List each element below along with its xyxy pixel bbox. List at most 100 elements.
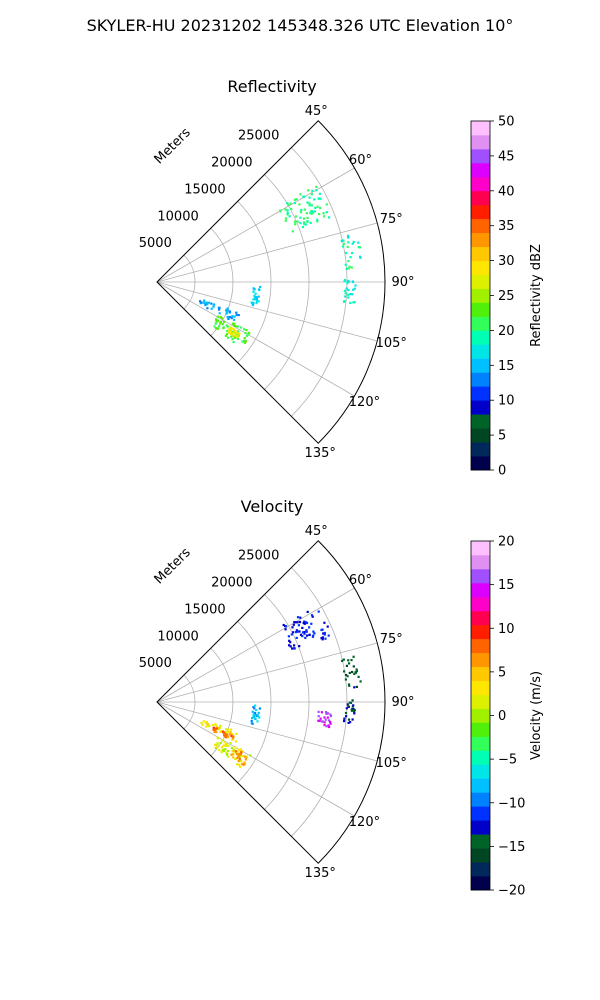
colorbar-segment <box>471 246 490 261</box>
echo-gate <box>247 333 250 336</box>
echo-gate <box>219 320 222 323</box>
echo-gate <box>225 312 228 315</box>
echo-gate <box>223 749 226 752</box>
echo-gate <box>221 739 224 742</box>
azimuth-tick-label: 60° <box>349 573 372 588</box>
echo-gate <box>318 719 321 722</box>
colorbar-tick-label: 10 <box>498 394 515 409</box>
echo-gate <box>233 318 236 321</box>
echo-gate <box>243 761 246 764</box>
azimuth-spoke <box>156 281 378 342</box>
echo-gate <box>359 255 362 258</box>
echo-gate <box>311 635 314 638</box>
echo-gate <box>311 189 314 192</box>
echo-gate <box>341 245 345 248</box>
colorbar-tick-label: 35 <box>498 219 515 234</box>
echo-gate <box>347 234 350 237</box>
echo-gate <box>238 332 241 335</box>
echo-gate <box>204 721 207 724</box>
colorbar-segment <box>471 456 490 471</box>
echo-gate <box>349 721 352 724</box>
echo-gate <box>347 260 350 263</box>
echo-gate <box>236 763 239 766</box>
echo-gate <box>229 728 233 731</box>
azimuth-tick-label: 105° <box>376 336 407 351</box>
echo-gate <box>287 635 290 638</box>
echo-gate <box>347 280 351 283</box>
echo-gate <box>345 664 348 667</box>
echo-gate <box>343 279 347 282</box>
echo-gate <box>227 317 230 320</box>
echo-gate <box>296 616 300 619</box>
range-tick-label: 5000 <box>139 236 172 251</box>
echo-gate <box>342 242 345 246</box>
echo-gate <box>323 721 326 724</box>
echo-gate <box>215 725 218 728</box>
echo-gate <box>243 763 246 766</box>
echo-gate <box>259 285 262 289</box>
echo-gate <box>352 655 355 658</box>
echo-gate <box>236 756 239 759</box>
echo-gate <box>309 221 312 224</box>
echo-gate <box>226 307 229 310</box>
echo-gate <box>344 251 348 254</box>
echo-gate <box>301 626 304 629</box>
echo-gate <box>223 320 226 323</box>
echo-gate <box>233 750 236 753</box>
echo-gate <box>318 213 321 216</box>
echo-gate <box>199 300 202 303</box>
echo-gate <box>319 206 322 210</box>
echo-gate <box>221 323 224 326</box>
echo-gate <box>282 623 285 627</box>
colorbar-segment <box>471 121 490 136</box>
echo-gate <box>227 731 230 734</box>
echo-gate <box>240 760 243 763</box>
echo-gate <box>219 724 222 727</box>
echo-gate <box>314 206 317 209</box>
echo-gate <box>323 633 326 636</box>
echo-gate <box>220 751 223 754</box>
echo-gate <box>214 322 217 325</box>
echo-gate <box>284 219 287 222</box>
colorbar-tick-label: 40 <box>498 184 515 199</box>
echo-gate <box>343 289 346 292</box>
echo-gate <box>292 623 295 626</box>
echo-gate <box>304 636 307 639</box>
azimuth-spoke <box>156 701 355 817</box>
echo-gate <box>348 684 351 687</box>
echo-gate <box>311 615 314 618</box>
echo-gate <box>346 245 349 248</box>
echo-gate <box>230 753 233 756</box>
colorbar-segment <box>471 442 490 457</box>
echo-gate <box>279 210 282 213</box>
echo-gate <box>290 207 293 210</box>
echo-gate <box>327 724 330 727</box>
echo-gate <box>214 746 217 750</box>
echo-gate <box>310 212 313 215</box>
echo-gate <box>237 756 241 759</box>
echo-gate <box>254 292 257 295</box>
echo-gate <box>316 218 319 221</box>
azimuth-tick-label: 75° <box>380 212 403 227</box>
azimuth-tick-label: 90° <box>391 275 414 290</box>
echo-gate <box>328 216 331 219</box>
echo-gate <box>229 742 232 745</box>
echo-gate <box>252 290 255 293</box>
colorbar-segment <box>471 820 490 835</box>
colorbar-segment <box>471 806 490 821</box>
echo-gate <box>353 686 356 689</box>
echo-gate <box>352 708 355 711</box>
echo-gate <box>226 316 229 319</box>
echo-gate <box>212 305 215 308</box>
echo-gate <box>288 215 291 218</box>
echo-gate <box>308 633 311 636</box>
echo-gate <box>350 252 354 255</box>
echo-gate <box>343 720 346 723</box>
echo-gate <box>320 711 323 714</box>
echo-gate <box>226 735 229 738</box>
echo-gate <box>205 301 209 304</box>
colorbar-segment <box>471 652 490 668</box>
echo-gate <box>227 755 230 758</box>
echo-gate <box>236 753 239 756</box>
